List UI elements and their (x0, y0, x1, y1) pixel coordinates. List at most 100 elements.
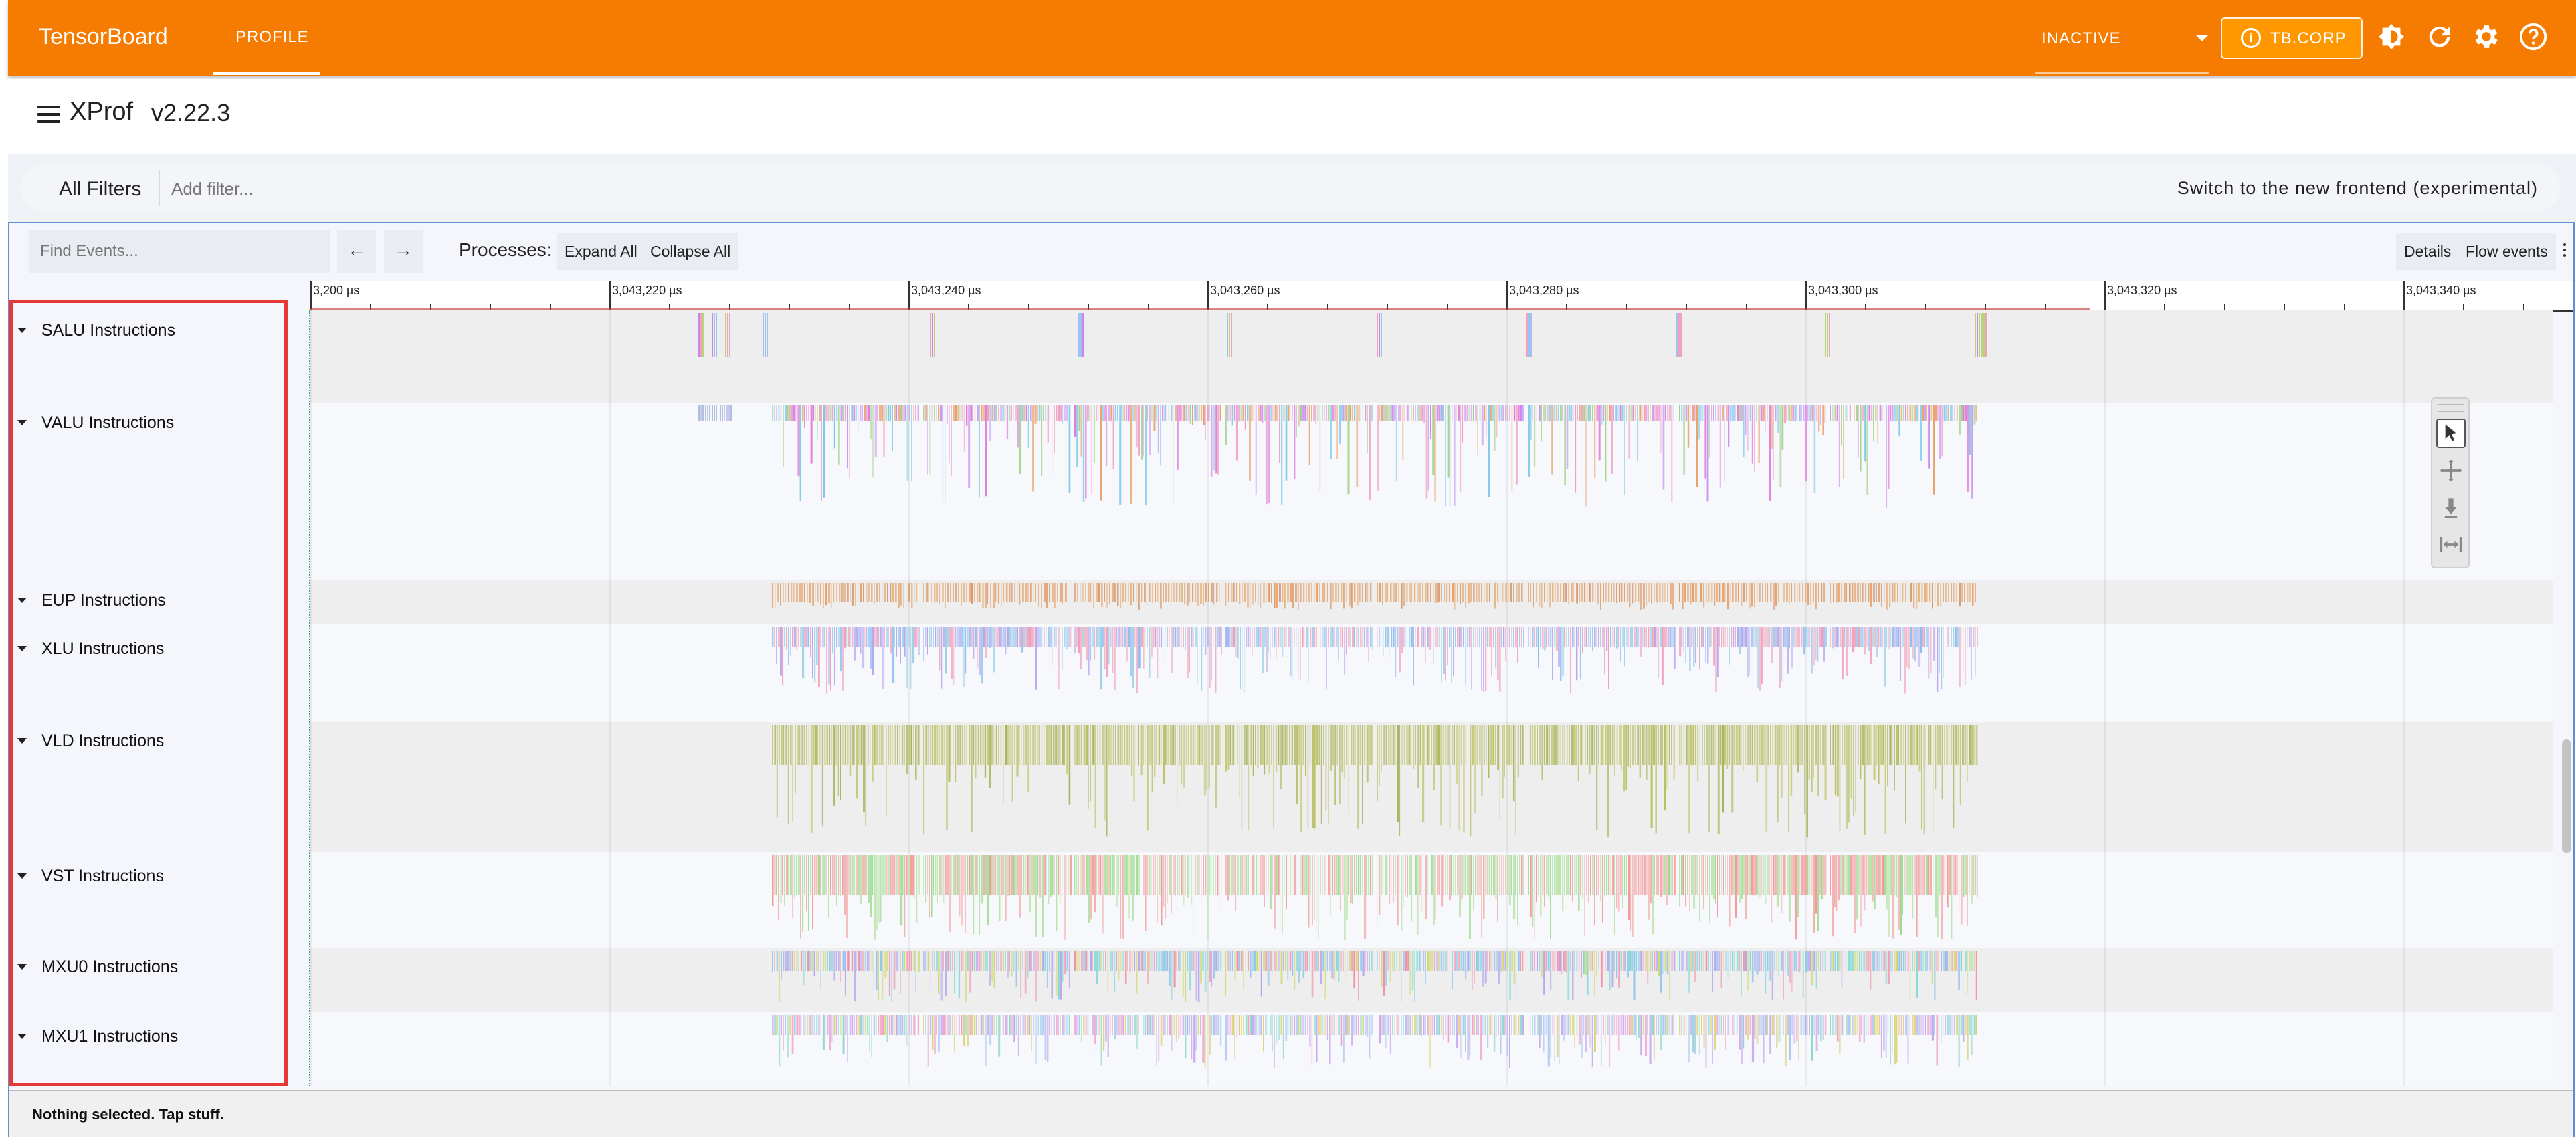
collapse-caret-icon[interactable] (17, 738, 27, 744)
collapse-caret-icon[interactable] (17, 1034, 27, 1039)
run-status-value: INACTIVE (2042, 29, 2121, 47)
timeline-gridline (2403, 310, 2405, 1086)
track-label-vst[interactable]: VST Instructions (41, 867, 164, 885)
ruler-minor-tick (1446, 304, 1448, 310)
ruler-minor-tick (1566, 304, 1568, 310)
all-filters-button[interactable]: All Filters (59, 178, 142, 200)
refresh-icon[interactable] (2424, 21, 2455, 52)
run-status-select[interactable]: INACTIVE (2035, 23, 2209, 74)
track-label-mxu1[interactable]: MXU1 Instructions (41, 1027, 179, 1046)
more-options-icon[interactable] (2563, 243, 2566, 257)
ruler-minor-tick (1686, 304, 1688, 310)
ruler-minor-tick (848, 304, 850, 310)
collapse-caret-icon[interactable] (17, 873, 27, 879)
timeline-gridline (1805, 310, 1807, 1086)
ruler-tick-label: 3,200 µs (313, 283, 360, 297)
timeline-gridline (2104, 310, 2106, 1086)
timeline-gridline (609, 310, 611, 1086)
chevron-down-icon (2195, 35, 2209, 41)
dark-mode-icon[interactable] (2376, 21, 2407, 52)
collapse-caret-icon[interactable] (17, 598, 27, 603)
ruler-minor-tick (2223, 304, 2225, 310)
add-filter-input[interactable] (170, 177, 975, 201)
track-label-xlu[interactable]: XLU Instructions (41, 639, 165, 658)
info-icon: i (2241, 28, 2261, 48)
timeline-left-boundary (309, 310, 310, 1086)
ruler-minor-tick (1088, 304, 1090, 310)
zoom-mode-icon[interactable] (2436, 493, 2466, 523)
track-label-mxu0[interactable]: MXU0 Instructions (41, 957, 179, 976)
help-icon[interactable] (2518, 21, 2549, 52)
active-tab-indicator (213, 72, 320, 75)
trace-events-canvas[interactable] (310, 310, 2553, 1086)
previous-event-button[interactable]: ← (337, 230, 376, 273)
timing-mode-icon[interactable] (2436, 530, 2466, 559)
ruler-minor-tick (1865, 304, 1867, 310)
tab-profile[interactable]: PROFILE (213, 0, 320, 75)
next-event-button[interactable]: → (384, 230, 423, 273)
ruler-minor-tick (429, 304, 431, 310)
collapse-caret-icon[interactable] (17, 328, 27, 333)
vertical-scrollbar[interactable] (2562, 739, 2571, 853)
timeline-gridline (1506, 310, 1508, 1086)
track-label-list: SALU Instructions VALU Instructions EUP … (9, 310, 310, 1133)
flow-events-button[interactable]: Flow events (2458, 233, 2556, 270)
ruler-minor-tick (2044, 304, 2046, 310)
pan-mode-icon[interactable] (2436, 456, 2466, 485)
ruler-major-tick (2403, 281, 2405, 310)
ruler-tick-label: 3,043,340 µs (2406, 283, 2476, 297)
collapse-caret-icon[interactable] (17, 964, 27, 970)
timeline-gridline (310, 310, 312, 1086)
ruler-tick-label: 3,043,260 µs (1210, 283, 1280, 297)
ruler-minor-tick (669, 304, 671, 310)
settings-gear-icon[interactable] (2471, 21, 2502, 52)
collapse-caret-icon[interactable] (17, 420, 27, 425)
menu-icon[interactable] (37, 106, 60, 123)
brand-title: TensorBoard (39, 24, 168, 49)
ruler-minor-tick (1267, 304, 1269, 310)
expand-all-button[interactable]: Expand All (557, 233, 646, 270)
ruler-minor-tick (2284, 304, 2286, 310)
track-row-salu[interactable] (310, 310, 2553, 403)
details-button[interactable]: Details (2396, 233, 2460, 270)
ruler-major-tick (310, 281, 312, 310)
ruler-major-tick (1207, 281, 1209, 310)
timeline-gridline (908, 310, 910, 1086)
collapse-all-button[interactable]: Collapse All (642, 233, 739, 270)
track-label-valu[interactable]: VALU Instructions (41, 413, 175, 432)
ruler-tick-label: 3,043,300 µs (1808, 283, 1878, 297)
ruler-minor-tick (1924, 304, 1926, 310)
ruler-major-tick (2104, 281, 2106, 310)
ruler-tick-label: 3,043,320 µs (2107, 283, 2177, 297)
ruler-minor-tick (1027, 304, 1029, 310)
track-row-eup[interactable] (310, 580, 2553, 624)
trace-timeline[interactable] (310, 310, 2573, 1086)
track-row-xlu[interactable] (310, 624, 2553, 722)
trace-toolbar: ← → Processes: Expand All Collapse All D… (9, 223, 2573, 281)
drag-handle-icon[interactable] (2438, 404, 2464, 412)
tb-corp-button[interactable]: i TB.CORP (2221, 17, 2363, 59)
ruler-minor-tick (1147, 304, 1149, 310)
selection-mode-icon[interactable] (2436, 419, 2466, 448)
ruler-minor-tick (370, 304, 372, 310)
track-label-eup[interactable]: EUP Instructions (41, 591, 166, 610)
ruler-minor-tick (2522, 304, 2524, 310)
app-header: XProf v2.22.3 (8, 79, 2576, 152)
timeline-gridline (1207, 310, 1209, 1086)
ruler-minor-tick (549, 304, 551, 310)
ruler-major-tick (1506, 281, 1508, 310)
ruler-minor-tick (1326, 304, 1328, 310)
track-row-valu[interactable] (310, 403, 2553, 580)
ruler-tick-label: 3,043,220 µs (612, 283, 682, 297)
ruler-major-tick (1805, 281, 1807, 310)
tb-corp-label: TB.CORP (2270, 29, 2347, 47)
collapse-caret-icon[interactable] (17, 646, 27, 651)
ruler-minor-tick (789, 304, 791, 310)
find-events-input[interactable] (29, 230, 330, 273)
mouse-mode-selector (2431, 397, 2470, 568)
track-label-salu[interactable]: SALU Instructions (41, 321, 176, 340)
switch-frontend-link[interactable]: Switch to the new frontend (experimental… (2177, 178, 2538, 198)
app-title: XProf (70, 98, 134, 126)
ruler-tick-label: 3,043,240 µs (911, 283, 981, 297)
track-label-vld[interactable]: VLD Instructions (41, 731, 165, 750)
